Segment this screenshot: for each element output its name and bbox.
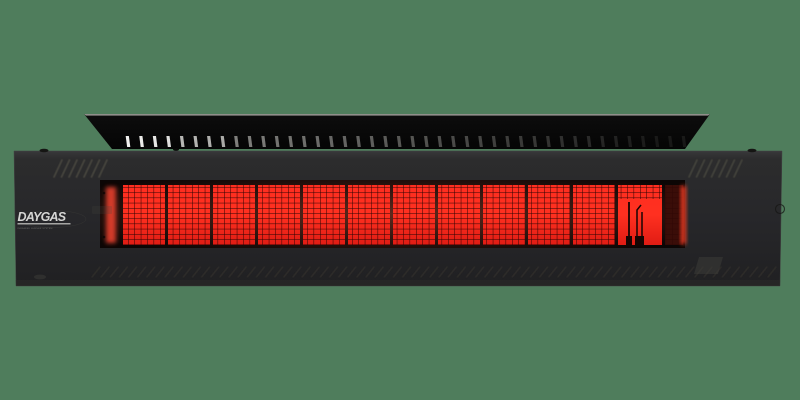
- svg-text:DAYGAS: DAYGAS: [18, 210, 67, 224]
- svg-text:INFRARED BURNER SYSTEM: INFRARED BURNER SYSTEM: [18, 227, 53, 230]
